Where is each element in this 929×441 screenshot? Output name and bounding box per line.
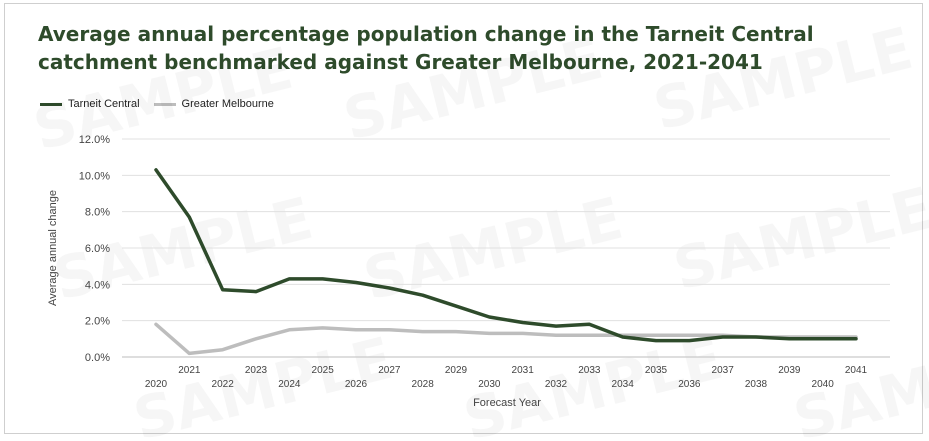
legend-swatch-greater-melbourne xyxy=(153,102,176,106)
x-tick-label: 2024 xyxy=(278,379,301,390)
legend: Tarneit Central Greater Melbourne xyxy=(40,98,288,110)
series-line-tarneit xyxy=(154,168,858,343)
x-axis-label: Forecast Year xyxy=(473,397,541,409)
x-tick-label: 2030 xyxy=(478,379,501,390)
x-tick-label: 2020 xyxy=(145,379,168,390)
watermark-text: SAMPLE xyxy=(357,184,629,314)
x-tick-label: 2023 xyxy=(245,365,268,376)
y-tick-label: 4.0% xyxy=(85,279,110,291)
watermark-text: SAMPLE xyxy=(27,34,299,164)
legend-label-greater-melbourne: Greater Melbourne xyxy=(181,98,274,110)
x-axis-ticks: 2020 2021 2022 2023 2024 2025 2026 2027 2028 2029… xyxy=(145,365,868,390)
x-tick-label: 2027 xyxy=(378,365,401,376)
legend-item-tarneit: Tarneit Central xyxy=(40,98,140,110)
x-tick-label: 2021 xyxy=(178,365,201,376)
x-tick-label: 2028 xyxy=(412,379,435,390)
series-lines xyxy=(154,168,858,356)
x-tick-label: 2036 xyxy=(678,379,701,390)
watermark-text: SAMPLE xyxy=(647,14,919,144)
x-tick-label: 2026 xyxy=(345,379,368,390)
x-tick-label: 2022 xyxy=(212,379,235,390)
y-tick-label: 10.0% xyxy=(79,170,110,182)
gridlines xyxy=(122,138,890,358)
y-axis-ticks: 0.0% 2.0% 4.0% 6.0% 8.0% 10.0% 12.0% xyxy=(79,134,110,364)
y-tick-label: 0.0% xyxy=(85,352,110,364)
x-tick-label: 2029 xyxy=(445,365,468,376)
y-tick-label: 12.0% xyxy=(79,134,110,146)
x-tick-label: 2035 xyxy=(645,365,668,376)
x-tick-label: 2025 xyxy=(312,365,335,376)
legend-swatch-tarneit xyxy=(40,102,62,106)
watermark-text: SAMPLE xyxy=(337,24,609,154)
x-tick-label: 2034 xyxy=(612,379,635,390)
y-axis-label: Average annual change xyxy=(47,190,59,306)
legend-item-greater-melbourne: Greater Melbourne xyxy=(153,98,274,110)
x-tick-label: 2031 xyxy=(512,365,535,376)
x-tick-label: 2037 xyxy=(712,365,735,376)
x-tick-label: 2032 xyxy=(545,379,568,390)
x-tick-label: 2039 xyxy=(778,365,801,376)
y-tick-label: 2.0% xyxy=(85,316,110,328)
chart-title: Average annual percentage population cha… xyxy=(38,22,814,74)
watermark-text: SAMPLE xyxy=(787,324,929,441)
series-line-greater-melbourne xyxy=(154,322,858,356)
y-tick-label: 8.0% xyxy=(85,207,110,219)
x-tick-label: 2033 xyxy=(578,365,601,376)
x-tick-label: 2038 xyxy=(745,379,768,390)
chart-frame xyxy=(4,3,923,434)
x-tick-label: 2040 xyxy=(812,379,835,390)
legend-label-tarneit: Tarneit Central xyxy=(68,98,140,110)
x-tick-label: 2041 xyxy=(845,365,868,376)
y-tick-label: 6.0% xyxy=(85,243,110,255)
